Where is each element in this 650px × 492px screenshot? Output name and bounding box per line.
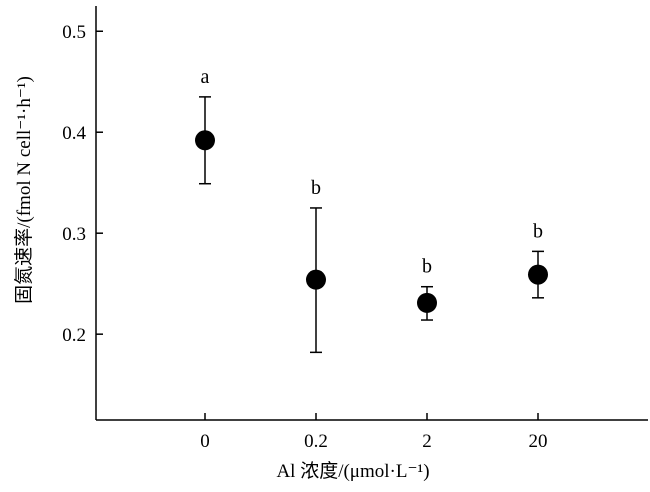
x-axis-ticks: 0 0.2 2 20 [200,413,548,452]
data-point-group: b [528,220,548,299]
plot-frame [95,6,648,421]
y-tick-label: 0.2 [62,325,86,346]
significance-label: a [201,66,210,88]
data-point-group: b [417,256,437,321]
significance-label: b [422,256,432,278]
data-point [528,264,548,285]
x-tick-label: 0 [200,431,210,452]
data-point-group: a [195,66,215,185]
x-tick-label: 20 [529,431,548,452]
data-point [195,130,215,151]
data-point-group: b [306,177,326,354]
x-axis-title: Al 浓度/(μmol·L⁻¹) [276,460,429,482]
data-points: a b b b [195,66,548,354]
y-tick-label: 0.3 [62,224,86,245]
significance-label: b [311,177,321,199]
significance-label: b [533,220,543,242]
data-point [306,269,326,290]
x-tick-label: 0.2 [304,431,328,452]
data-point [417,292,437,313]
y-axis-title: 固氮速率/(fmol N cell⁻¹·h⁻¹) [13,76,35,304]
y-axis-ticks: 0.2 0.3 0.4 0.5 [62,22,103,346]
y-tick-label: 0.4 [62,123,86,144]
x-tick-label: 2 [422,431,432,452]
y-tick-label: 0.5 [62,22,86,43]
